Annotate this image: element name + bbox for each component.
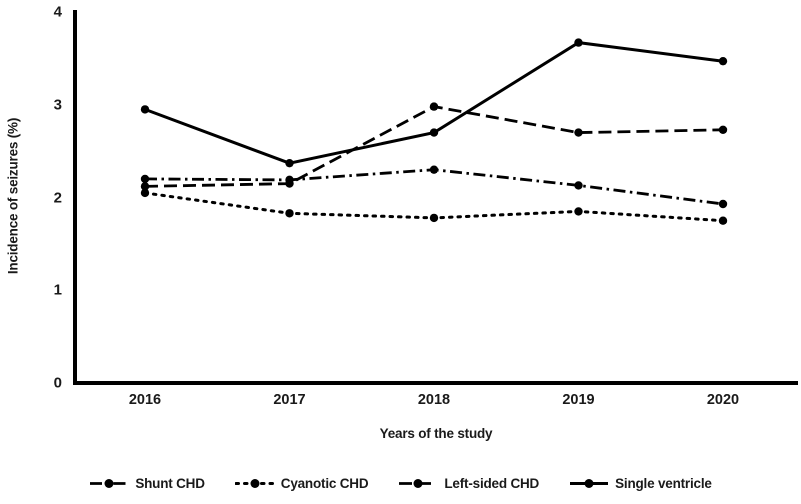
data-point bbox=[285, 179, 294, 188]
chart-legend: Shunt CHD Cyanotic CHD Left-sided CHD Singl… bbox=[0, 476, 801, 491]
legend-label: Single ventricle bbox=[615, 476, 712, 491]
y-tick-label: 0 bbox=[53, 374, 62, 392]
x-tick-label: 2016 bbox=[128, 392, 162, 408]
legend-label: Left-sided CHD bbox=[444, 476, 540, 491]
data-point bbox=[140, 105, 150, 114]
x-tick-label: 2019 bbox=[562, 392, 595, 408]
legend-swatch-icon bbox=[234, 479, 275, 488]
data-point bbox=[718, 125, 728, 134]
x-axis-title: Years of the study bbox=[379, 426, 493, 441]
legend-item-shunt-chd: Shunt CHD bbox=[89, 476, 205, 491]
data-point bbox=[429, 213, 439, 223]
y-tick-label: 2 bbox=[53, 189, 62, 206]
y-tick-label: 3 bbox=[53, 96, 62, 114]
legend-swatch-icon bbox=[90, 479, 129, 488]
y-tick-label: 4 bbox=[53, 3, 62, 21]
x-tick-label: 2017 bbox=[273, 392, 306, 408]
data-point bbox=[140, 188, 150, 198]
data-point bbox=[285, 209, 294, 218]
series-line-shunt-chd bbox=[144, 168, 724, 206]
legend-item-single-ventricle: Single ventricle bbox=[569, 476, 712, 491]
legend-item-cyanotic-chd: Cyanotic CHD bbox=[234, 476, 369, 491]
data-point bbox=[718, 56, 728, 66]
legend-item-left-sided-chd: Left-sided CHD bbox=[398, 476, 539, 491]
data-point bbox=[574, 181, 583, 190]
legend-swatch-icon bbox=[399, 479, 438, 488]
x-tick-label: 2018 bbox=[417, 392, 451, 408]
data-point bbox=[574, 38, 583, 47]
data-point bbox=[574, 207, 583, 216]
data-point bbox=[429, 128, 439, 137]
data-point bbox=[285, 158, 294, 168]
data-point bbox=[429, 165, 439, 174]
series-line-left-sided-chd bbox=[144, 105, 724, 188]
data-point bbox=[140, 182, 150, 191]
data-point bbox=[718, 199, 728, 209]
data-point bbox=[429, 102, 439, 111]
legend-label: Cyanotic CHD bbox=[280, 476, 369, 491]
x-tick-label: 2020 bbox=[706, 392, 740, 408]
y-tick-label: 1 bbox=[53, 281, 62, 299]
data-point bbox=[574, 128, 583, 137]
data-point bbox=[718, 216, 728, 225]
legend-label: Shunt CHD bbox=[135, 476, 205, 491]
legend-swatch-icon bbox=[570, 479, 609, 488]
y-axis-title: Incidence of seizures (%) bbox=[5, 117, 21, 275]
data-point bbox=[140, 174, 150, 184]
plot-area bbox=[73, 10, 798, 385]
